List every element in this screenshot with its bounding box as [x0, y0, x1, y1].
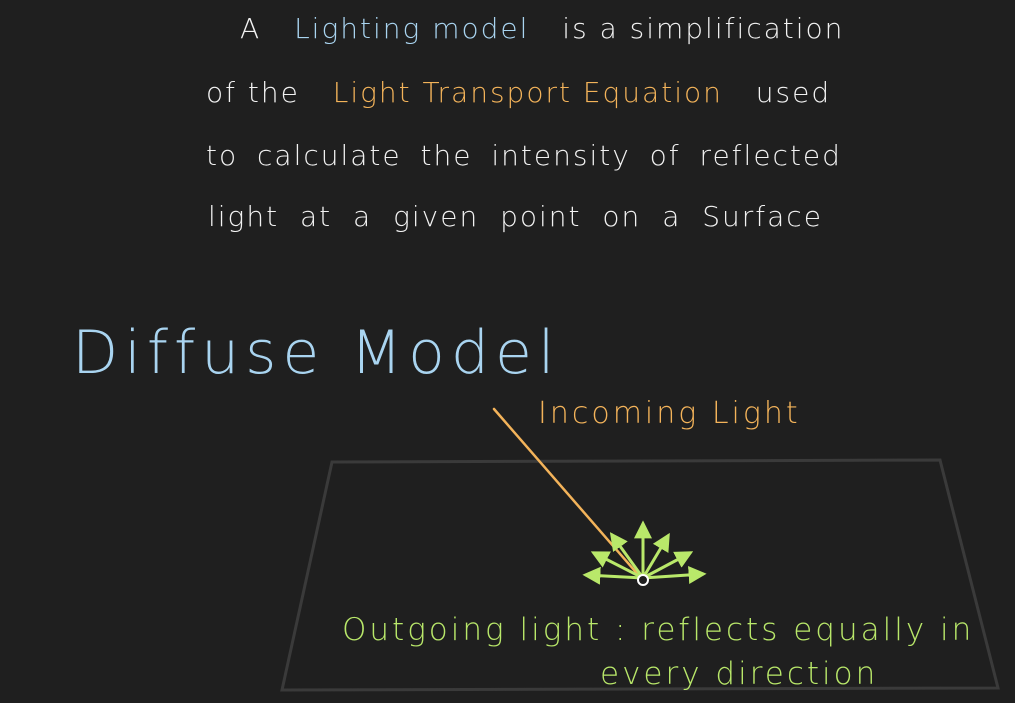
outgoing-arrow: [641, 532, 670, 580]
outgoing-light-label-line-1: Outgoing light : reflects equally in: [342, 612, 975, 648]
outgoing-arrow: [609, 532, 645, 580]
outgoing-light-label-line-2: every direction: [600, 656, 879, 692]
outgoing-arrow: [590, 551, 645, 580]
definition-text: is a simplification: [562, 12, 845, 45]
definition-line-2: of the Light Transport Equation used: [206, 76, 831, 109]
definition-line-4: light at a given point on a Surface: [208, 200, 823, 233]
light-transport-equation-term: Light Transport Equation: [332, 76, 723, 109]
incidence-point: [637, 574, 649, 586]
definition-text: of the: [206, 76, 300, 109]
surface-plane: [280, 458, 1000, 692]
definition-text: used: [755, 76, 832, 109]
definition-line-3: to calculate the intensity of reflected: [206, 139, 842, 172]
definition-text: A: [240, 12, 262, 45]
outgoing-arrow: [641, 551, 694, 580]
definition-line-1: A Lighting model is a simplification: [240, 12, 844, 45]
outgoing-arrow: [641, 565, 707, 584]
section-title: Diffuse Model: [72, 318, 561, 388]
incoming-light-label: Incoming Light: [538, 396, 801, 431]
outgoing-light-arrows: [582, 520, 707, 585]
incoming-light-ray: [492, 407, 643, 580]
lighting-model-term: Lighting model: [294, 12, 530, 45]
outgoing-arrow: [582, 566, 645, 585]
